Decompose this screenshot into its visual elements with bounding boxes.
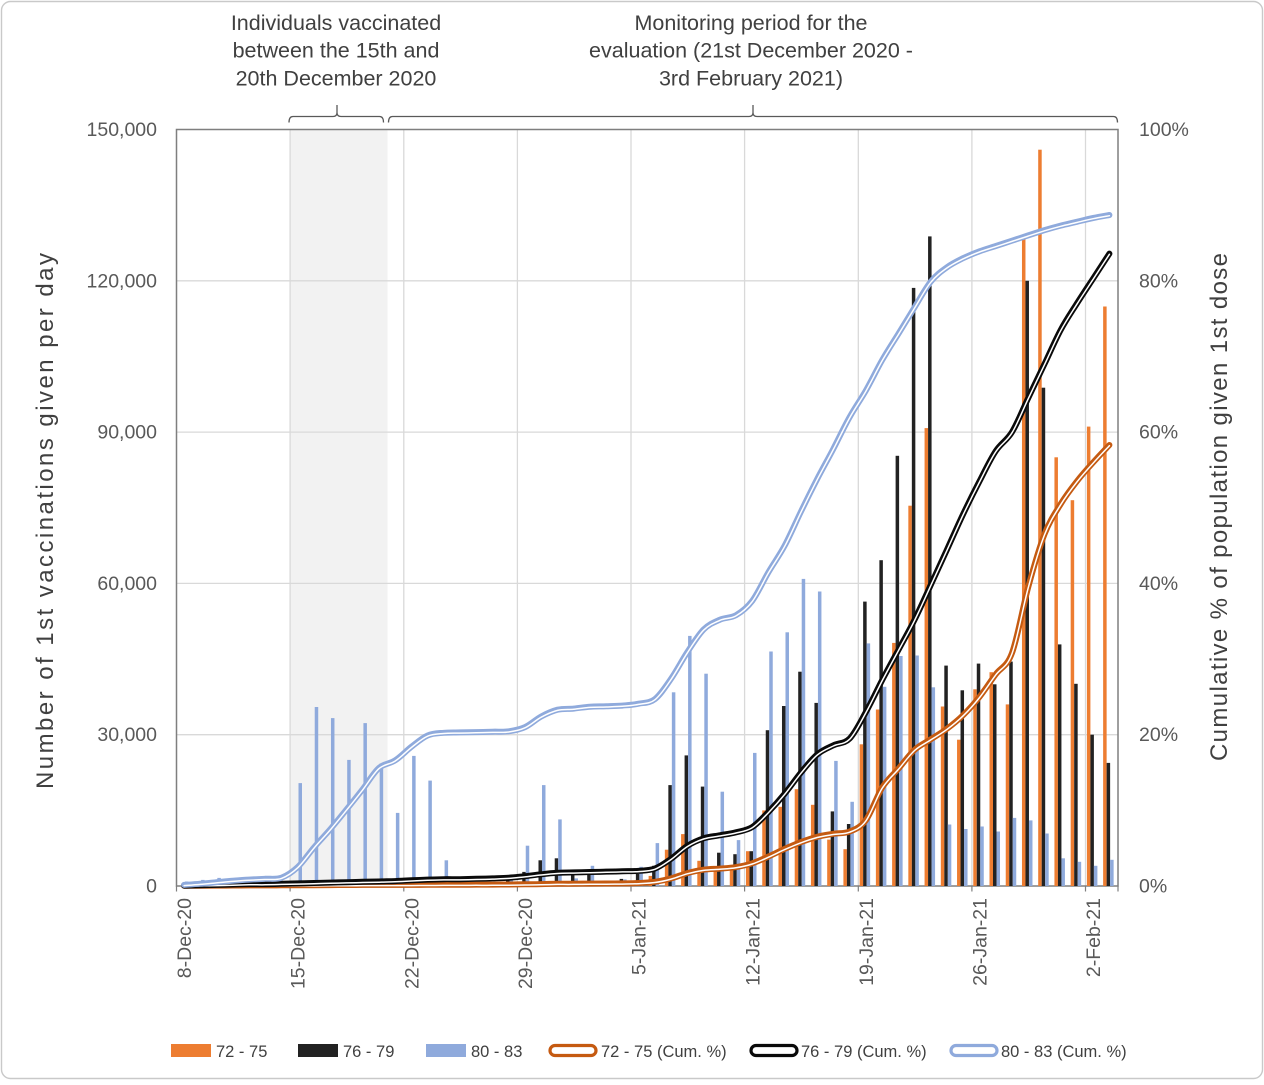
svg-text:72 - 75 (Cum. %): 72 - 75 (Cum. %) <box>601 1043 727 1061</box>
svg-text:12-Jan-21: 12-Jan-21 <box>742 898 764 986</box>
svg-text:76 - 79 (Cum. %): 76 - 79 (Cum. %) <box>801 1043 927 1061</box>
svg-text:150,000: 150,000 <box>87 119 158 141</box>
svg-text:60,000: 60,000 <box>97 573 157 595</box>
svg-text:3rd February 2021): 3rd February 2021) <box>659 66 843 90</box>
svg-text:80 - 83: 80 - 83 <box>471 1043 522 1061</box>
svg-text:80%: 80% <box>1139 270 1178 292</box>
svg-text:8-Dec-20: 8-Dec-20 <box>174 898 196 978</box>
svg-text:76 - 79: 76 - 79 <box>343 1043 394 1061</box>
svg-text:100%: 100% <box>1139 119 1189 141</box>
svg-text:29-Dec-20: 29-Dec-20 <box>515 898 537 989</box>
svg-text:90,000: 90,000 <box>97 422 157 444</box>
svg-text:0%: 0% <box>1139 876 1167 898</box>
svg-text:5-Jan-21: 5-Jan-21 <box>629 898 651 975</box>
svg-text:20%: 20% <box>1139 724 1178 746</box>
svg-text:0: 0 <box>146 876 157 898</box>
svg-text:30,000: 30,000 <box>97 724 157 746</box>
svg-text:15-Dec-20: 15-Dec-20 <box>288 898 310 989</box>
svg-text:40%: 40% <box>1139 573 1178 595</box>
svg-text:Cumulative % of population giv: Cumulative % of population given 1st dos… <box>1206 253 1233 761</box>
svg-text:22-Dec-20: 22-Dec-20 <box>401 898 423 989</box>
svg-text:72 - 75: 72 - 75 <box>216 1043 267 1061</box>
svg-text:20th December 2020: 20th December 2020 <box>236 66 437 90</box>
svg-text:60%: 60% <box>1139 422 1178 444</box>
svg-text:Monitoring period for the: Monitoring period for the <box>634 11 867 35</box>
svg-text:80 - 83 (Cum. %): 80 - 83 (Cum. %) <box>1001 1043 1127 1061</box>
svg-text:Number of 1st vaccinations giv: Number of 1st vaccinations given per day <box>32 253 59 789</box>
svg-text:120,000: 120,000 <box>87 270 158 292</box>
svg-text:Individuals vaccinated: Individuals vaccinated <box>231 11 441 35</box>
svg-text:19-Jan-21: 19-Jan-21 <box>856 898 878 986</box>
svg-text:2-Feb-21: 2-Feb-21 <box>1083 898 1105 977</box>
svg-text:evaluation (21st December 2020: evaluation (21st December 2020 - <box>589 39 913 63</box>
svg-text:26-Jan-21: 26-Jan-21 <box>970 898 992 986</box>
svg-text:between the 15th and: between the 15th and <box>233 39 440 63</box>
